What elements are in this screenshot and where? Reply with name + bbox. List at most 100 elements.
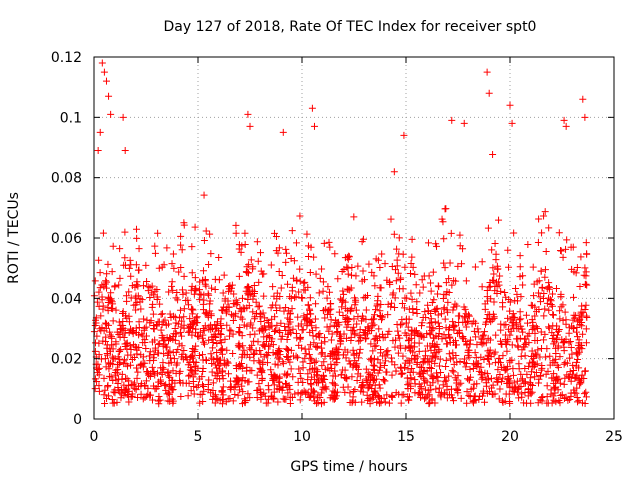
roti-point: [481, 398, 489, 406]
roti-point: [141, 382, 149, 390]
roti-point: [298, 294, 306, 302]
roti-point: [199, 306, 207, 314]
roti-point: [428, 327, 436, 335]
roti-point: [496, 385, 504, 393]
roti-point: [553, 373, 561, 381]
roti-point: [308, 365, 316, 373]
roti-point: [353, 377, 361, 385]
roti-point: [437, 310, 445, 318]
roti-point: [128, 327, 136, 335]
roti-point: [161, 382, 169, 390]
roti-point: [541, 305, 549, 313]
roti-point: [326, 310, 334, 318]
roti-point: [115, 355, 123, 363]
roti-point: [159, 342, 167, 350]
roti-point: [376, 366, 384, 374]
roti-point: [514, 342, 522, 350]
roti-point: [195, 351, 203, 359]
roti-point: [284, 280, 292, 288]
roti-point: [196, 399, 204, 407]
roti-point: [143, 277, 151, 285]
roti-point: [423, 342, 431, 350]
roti-point: [492, 331, 500, 339]
roti-point: [561, 359, 569, 367]
roti-point: [243, 322, 251, 330]
roti-point: [207, 350, 215, 358]
roti-point: [179, 355, 187, 363]
roti-point: [552, 383, 560, 391]
roti-point: [211, 286, 219, 294]
roti-point: [310, 253, 318, 261]
roti-point: [150, 351, 158, 359]
roti-point: [212, 325, 220, 333]
roti-point: [230, 290, 238, 298]
roti-point: [341, 388, 349, 396]
roti-point: [238, 294, 246, 302]
roti-point: [465, 392, 473, 400]
roti-point: [505, 379, 513, 387]
roti-point: [385, 399, 393, 407]
roti-point: [518, 393, 526, 401]
roti-point: [543, 382, 551, 390]
roti-point: [419, 370, 427, 378]
roti-point: [178, 246, 186, 254]
roti-point: [581, 281, 589, 289]
roti-point: [224, 297, 232, 305]
roti-point: [517, 382, 525, 390]
roti-point: [279, 383, 287, 391]
roti-point: [350, 213, 358, 221]
roti-point: [485, 355, 493, 363]
roti-point: [574, 350, 582, 358]
roti-point: [227, 327, 235, 335]
roti-point: [335, 321, 343, 329]
roti-point: [440, 235, 448, 243]
roti-point: [574, 398, 582, 406]
roti-point: [150, 291, 158, 299]
roti-point: [437, 391, 445, 399]
roti-point: [101, 386, 109, 394]
roti-point: [296, 277, 304, 285]
roti-point: [544, 367, 552, 375]
roti-point: [202, 356, 210, 364]
roti-point: [264, 342, 272, 350]
roti-point: [275, 267, 283, 275]
roti-point: [493, 289, 501, 297]
roti-point: [319, 371, 327, 379]
roti-point: [215, 276, 223, 284]
roti-point: [306, 269, 314, 277]
roti-point: [308, 373, 316, 381]
roti-point: [108, 268, 116, 276]
roti-point: [519, 281, 527, 289]
roti-point: [94, 147, 102, 155]
roti-point: [125, 318, 133, 326]
roti-point: [238, 382, 246, 390]
roti-point: [215, 253, 223, 261]
roti-point: [286, 393, 294, 401]
roti-point: [306, 306, 314, 314]
roti-point: [530, 292, 538, 300]
roti-point: [532, 308, 540, 316]
roti-point: [348, 373, 356, 381]
roti-point: [119, 113, 127, 121]
roti-point: [447, 229, 455, 237]
roti-point: [403, 294, 411, 302]
roti-point: [169, 286, 177, 294]
roti-point: [381, 377, 389, 385]
roti-point: [381, 333, 389, 341]
roti-point: [465, 346, 473, 354]
roti-point: [400, 304, 408, 312]
roti-point: [342, 305, 350, 313]
roti-point: [93, 332, 101, 340]
roti-point: [115, 318, 123, 326]
roti-point: [276, 329, 284, 337]
roti-point: [144, 287, 152, 295]
roti-point: [491, 239, 499, 247]
roti-point: [320, 358, 328, 366]
roti-point: [159, 359, 167, 367]
roti-point: [321, 338, 329, 346]
roti-point: [405, 336, 413, 344]
roti-point: [415, 347, 423, 355]
roti-point: [377, 284, 385, 292]
roti-point: [206, 230, 214, 238]
roti-point: [440, 390, 448, 398]
